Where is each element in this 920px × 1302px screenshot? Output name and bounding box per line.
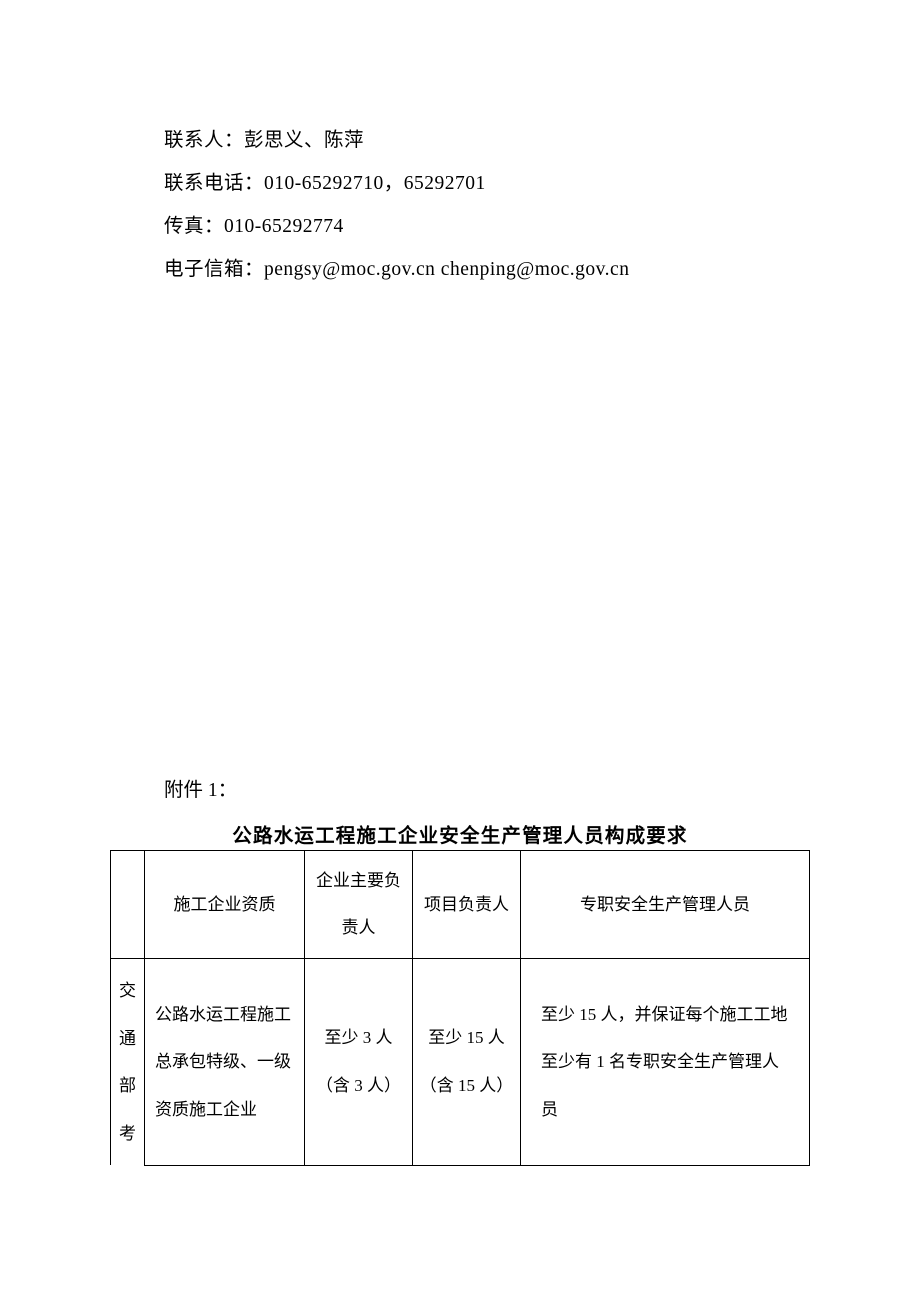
contact-person-line: 联系人：彭思义、陈萍 (164, 120, 810, 163)
attachment-label: 附件 1： (164, 770, 810, 813)
contact-phone-value: 010-65292710，65292701 (264, 173, 486, 194)
requirements-table: 施工企业资质 企业主要负责人 项目负责人 专职安全生产管理人员 交 通 部 考 … (110, 850, 810, 1166)
cell-project: 至少 15 人（含 15 人） (413, 959, 521, 1166)
contact-phone-label: 联系电话： (164, 173, 264, 194)
contact-fax-label: 传真： (164, 216, 224, 237)
contact-fax-value: 010-65292774 (224, 216, 344, 237)
header-col1: 施工企业资质 (145, 850, 305, 958)
contact-email-value: pengsy@moc.gov.cn chenping@moc.gov.cn (264, 259, 629, 280)
cell-principal: 至少 3 人（含 3 人） (305, 959, 413, 1166)
table-row: 交 通 部 考 公路水运工程施工总承包特级、一级资质施工企业 至少 3 人（含 … (111, 959, 810, 1166)
contact-block: 联系人：彭思义、陈萍 联系电话：010-65292710，65292701 传真… (164, 120, 810, 292)
contact-person-label: 联系人： (164, 130, 244, 151)
contact-person-value: 彭思义、陈萍 (244, 130, 364, 151)
attachment-section: 附件 1： 公路水运工程施工企业安全生产管理人员构成要求 施工企业资质 企业主要… (110, 770, 810, 1166)
cell-vert: 交 通 部 考 (111, 959, 145, 1166)
contact-phone-line: 联系电话：010-65292710，65292701 (164, 163, 810, 206)
attachment-title: 公路水运工程施工企业安全生产管理人员构成要求 (110, 819, 810, 848)
cell-safety: 至少 15 人，并保证每个施工工地至少有 1 名专职安全生产管理人员 (521, 959, 810, 1166)
header-col2: 企业主要负责人 (305, 850, 413, 958)
header-col3: 项目负责人 (413, 850, 521, 958)
cell-qualification: 公路水运工程施工总承包特级、一级资质施工企业 (145, 959, 305, 1166)
header-col0 (111, 850, 145, 958)
contact-fax-line: 传真：010-65292774 (164, 206, 810, 249)
contact-email-label: 电子信箱： (164, 259, 264, 280)
table-header-row: 施工企业资质 企业主要负责人 项目负责人 专职安全生产管理人员 (111, 850, 810, 958)
header-col4: 专职安全生产管理人员 (521, 850, 810, 958)
contact-email-line: 电子信箱：pengsy@moc.gov.cn chenping@moc.gov.… (164, 249, 810, 292)
